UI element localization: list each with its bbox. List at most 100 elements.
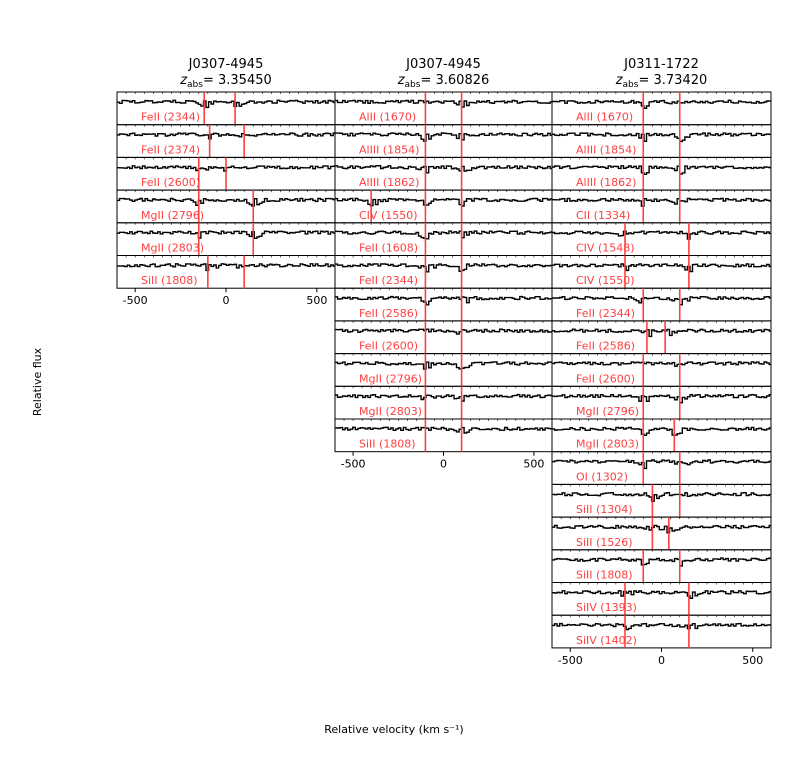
ion-label: SiII (1808)	[359, 438, 416, 451]
ion-label: MgII (2796)	[359, 372, 422, 385]
panel: MgII (2803)	[334, 385, 553, 420]
ion-label: SiII (1526)	[576, 536, 633, 549]
column-redshift: zabs= 3.73420	[615, 73, 708, 90]
flux-spectrum	[117, 230, 335, 239]
flux-spectrum	[552, 230, 771, 240]
panel: FeII (1608)	[334, 222, 553, 257]
velocity-panels: FeII (2344) FeII (2374) FeII (2600) MgII (2…	[116, 91, 772, 667]
ion-label: SiII (1808)	[576, 569, 633, 582]
x-tick-label: -500	[123, 294, 148, 307]
flux-spectrum	[552, 328, 771, 338]
panel: OI (1302)	[551, 451, 772, 485]
ion-label: FeII (2344)	[576, 307, 635, 320]
ion-label: MgII (2796)	[576, 405, 639, 418]
ion-label: MgII (2796)	[141, 209, 204, 222]
flux-spectrum	[552, 459, 771, 470]
panel: SiII (1526)	[551, 516, 772, 551]
ion-label: AlIII (1862)	[359, 176, 419, 189]
panel: MgII (2796)	[551, 385, 772, 420]
flux-spectrum	[335, 295, 552, 306]
column-title: J0311-1722	[623, 57, 699, 72]
x-tick-label: 500	[742, 654, 763, 667]
panel: AlIII (1862)	[334, 156, 553, 191]
ion-label: SiIV (1393)	[576, 601, 637, 614]
panel: MgII (2803)	[116, 222, 336, 257]
ion-label: SiII (1808)	[141, 274, 198, 287]
panel: FeII (2344)	[551, 287, 772, 322]
flux-spectrum	[335, 426, 552, 434]
flux-spectrum	[552, 263, 771, 273]
flux-spectrum	[335, 393, 552, 402]
ion-label: CIV (1550)	[359, 209, 418, 222]
ion-label: MgII (2803)	[359, 405, 422, 418]
ion-label: FeII (2586)	[359, 307, 418, 320]
ion-label: AlII (1670)	[359, 111, 416, 124]
flux-spectrum	[552, 524, 771, 534]
flux-spectrum	[335, 328, 552, 335]
flux-spectrum	[335, 263, 552, 273]
ion-label: FeII (2600)	[141, 176, 200, 189]
panel: SiII (1808) -500 0 500	[116, 255, 336, 307]
panel: FeII (2600)	[334, 320, 553, 355]
ion-label: SiII (1304)	[576, 503, 633, 516]
ion-label: FeII (2586)	[576, 340, 635, 353]
ion-label: FeII (2374)	[141, 143, 200, 156]
flux-spectrum	[552, 590, 771, 599]
x-tick-label: 0	[440, 458, 447, 471]
x-tick-label: -500	[341, 458, 366, 471]
flux-spectrum	[335, 99, 552, 108]
flux-spectrum	[117, 132, 335, 140]
flux-spectrum	[117, 165, 335, 172]
x-axis-label: Relative velocity (km s⁻¹)	[324, 723, 463, 736]
panel: SiIV (1393)	[551, 582, 772, 616]
panel: AlIII (1854)	[551, 124, 772, 158]
flux-spectrum	[552, 296, 771, 306]
panel: SiII (1808)	[551, 549, 772, 583]
redshift-value: = 3.60826	[420, 73, 489, 88]
panel: FeII (2600)	[116, 156, 336, 191]
flux-spectrum	[552, 622, 771, 631]
x-tick-label: -500	[558, 654, 583, 667]
ion-label: AlIII (1854)	[576, 143, 636, 156]
panel: CII (1334)	[551, 189, 772, 224]
panel: SiII (1808) -500 0 500	[334, 418, 553, 471]
panel: AlII (1670)	[551, 91, 772, 126]
flux-spectrum	[552, 394, 771, 404]
redshift-subscript: abs	[405, 80, 421, 90]
flux-spectrum	[117, 99, 335, 109]
panel: AlIII (1854)	[334, 124, 553, 158]
ion-label: CIV (1548)	[576, 242, 635, 255]
flux-spectrum	[552, 197, 771, 207]
flux-spectrum	[335, 132, 552, 142]
ion-label: FeII (2344)	[359, 274, 418, 287]
column-redshift: zabs= 3.35450	[179, 73, 272, 90]
flux-spectrum	[552, 492, 771, 502]
column-title: J0307-4945	[405, 57, 481, 72]
ion-label: FeII (2344)	[141, 111, 200, 124]
ion-label: AlIII (1854)	[359, 143, 419, 156]
flux-spectrum	[552, 557, 771, 567]
redshift-subscript: abs	[187, 80, 203, 90]
ion-label: AlIII (1862)	[576, 176, 636, 189]
flux-spectrum	[335, 165, 552, 174]
redshift-subscript: abs	[623, 80, 639, 90]
ion-label: FeII (2600)	[576, 372, 635, 385]
flux-spectrum	[552, 99, 771, 109]
ion-label: MgII (2803)	[141, 242, 204, 255]
flux-spectrum	[552, 426, 771, 436]
ion-label: OI (1302)	[576, 470, 628, 483]
x-tick-label: 0	[658, 654, 665, 667]
panel: FeII (2586)	[551, 320, 772, 355]
redshift-value: = 3.35450	[203, 73, 272, 88]
redshift-symbol: z	[397, 73, 406, 88]
panel: MgII (2803)	[551, 418, 772, 453]
flux-spectrum	[335, 197, 552, 207]
flux-spectrum	[552, 132, 771, 143]
panel: SiIV (1402) -500 0 500	[551, 614, 772, 667]
flux-spectrum	[117, 197, 335, 207]
redshift-value: = 3.73420	[638, 73, 707, 88]
column-title: J0307-4945	[188, 57, 264, 72]
panel: MgII (2796)	[334, 353, 553, 387]
ion-label: MgII (2803)	[576, 438, 639, 451]
